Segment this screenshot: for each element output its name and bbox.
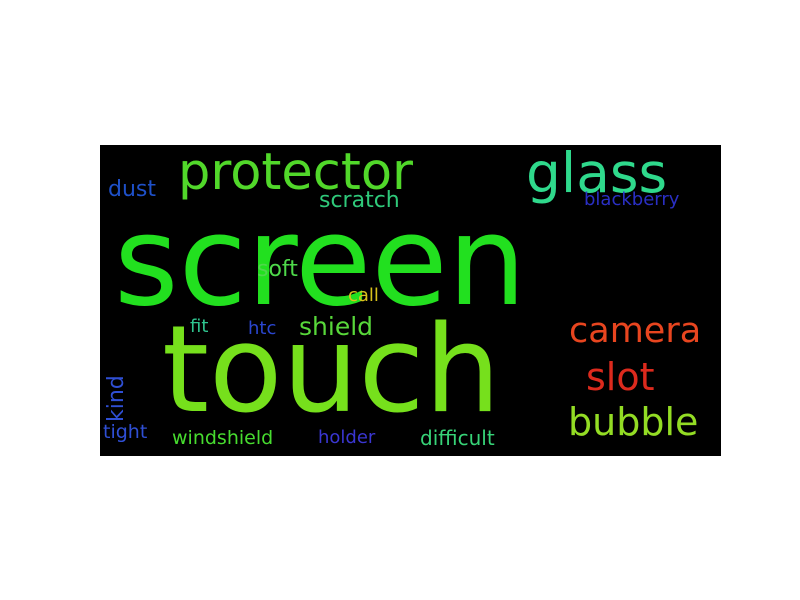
word-kind: kind <box>104 375 129 422</box>
word-blackberry: blackberry <box>584 189 680 210</box>
word-cloud: screen touch protector glass camera slot… <box>100 145 721 456</box>
word-call: call <box>348 285 379 306</box>
word-dust: dust <box>108 177 156 202</box>
word-slot: slot <box>586 355 655 399</box>
word-tight: tight <box>103 421 148 443</box>
word-camera: camera <box>569 311 702 351</box>
word-soft: soft <box>257 257 298 282</box>
word-touch: touch <box>162 301 501 440</box>
word-htc: htc <box>248 318 277 339</box>
word-protector: protector <box>178 145 414 202</box>
word-shield: shield <box>299 312 374 341</box>
word-glass: glass <box>526 145 668 205</box>
word-bubble: bubble <box>568 400 699 444</box>
word-screen: screen <box>114 190 527 334</box>
word-difficult: difficult <box>420 426 495 450</box>
word-holder: holder <box>318 427 376 448</box>
word-fit: fit <box>190 316 209 337</box>
word-scratch: scratch <box>319 188 400 213</box>
word-windshield: windshield <box>172 427 274 449</box>
